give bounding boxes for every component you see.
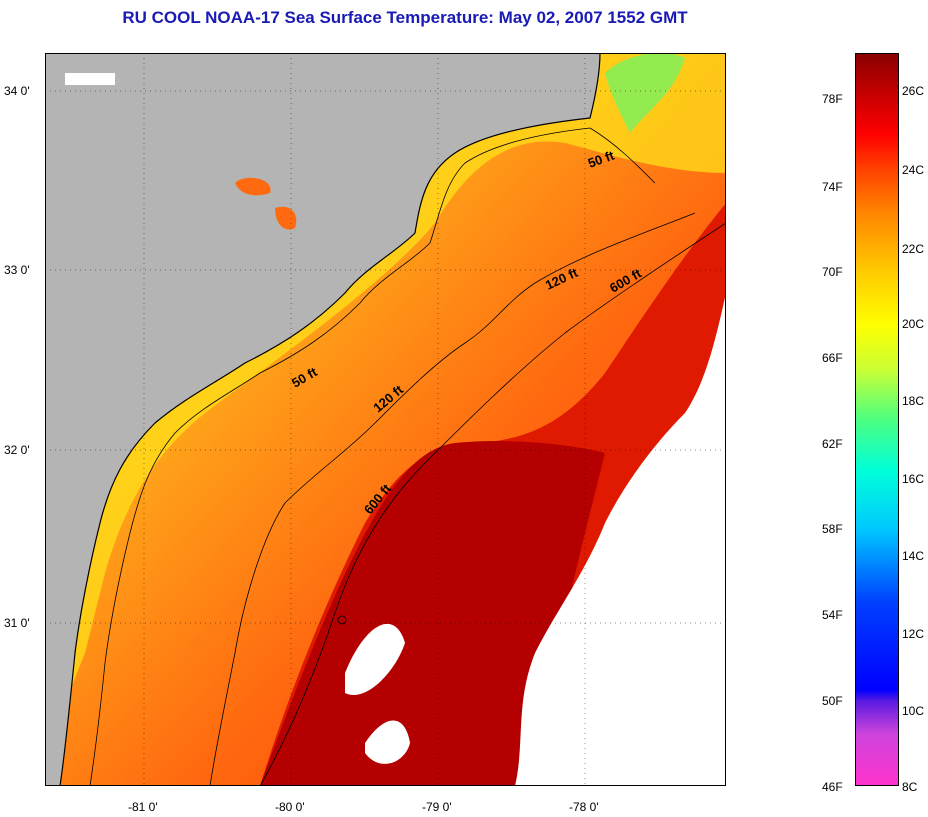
colorbar-c-label: 12C (902, 627, 925, 641)
colorbar-f-label: 46F (822, 780, 843, 794)
river-plume (605, 53, 685, 133)
sst-map[interactable]: 50 ft 50 ft 120 ft 120 ft 600 ft 600 ft (45, 52, 727, 787)
graticule (45, 53, 726, 786)
colorbar-c-label: 14C (902, 549, 925, 563)
cloud-patch (345, 623, 405, 695)
cloud-patch (365, 720, 410, 764)
cloud-cover (515, 293, 726, 786)
map-title: RU COOL NOAA-17 Sea Surface Temperature:… (122, 8, 688, 27)
colorbar-f-label: 50F (822, 694, 843, 708)
lon-label: -78 0' (569, 800, 599, 814)
colorbar-f-label: 78F (822, 92, 843, 106)
colorbar-c-label: 24C (902, 163, 925, 177)
lon-label: -80 0' (275, 800, 305, 814)
colorbar-c-label: 26C (902, 84, 925, 98)
colorbar-c-label: 22C (902, 242, 925, 256)
land-patch (235, 177, 271, 196)
colorbar-f-label: 70F (822, 265, 843, 279)
lon-label: -81 0' (128, 800, 158, 814)
colorbar-c-label: 10C (902, 704, 925, 718)
colorbar-f-label: 62F (822, 437, 843, 451)
colorbar-c-label: 18C (902, 394, 925, 408)
temperature-colorbar (855, 53, 899, 786)
gulf-stream-core (260, 441, 605, 786)
colorbar-c-label: 20C (902, 317, 925, 331)
sst-map-canvas: 50 ft 50 ft 120 ft 120 ft 600 ft 600 ft (45, 52, 727, 787)
lat-label: 33 0' (4, 263, 30, 277)
lon-label: -79 0' (422, 800, 452, 814)
colorbar-c-label: 8C (902, 780, 918, 794)
station-marker (337, 615, 347, 625)
map-frame (45, 53, 726, 786)
colorbar-c-label: 16C (902, 472, 925, 486)
land (45, 53, 600, 786)
colorbar-f-label: 54F (822, 608, 843, 622)
colorbar-f-label: 74F (822, 180, 843, 194)
coastline (59, 52, 601, 787)
colorbar-f-label: 58F (822, 522, 843, 536)
lat-label: 32 0' (4, 443, 30, 457)
cloud-patch (65, 73, 115, 85)
contour-50ft (89, 127, 591, 787)
colorbar-f-label: 66F (822, 351, 843, 365)
lat-label: 31 0' (4, 616, 30, 630)
contour-120ft (209, 212, 696, 787)
contour-50ft (589, 127, 656, 184)
lat-label: 34 0' (4, 84, 30, 98)
contour-600ft (259, 222, 727, 787)
